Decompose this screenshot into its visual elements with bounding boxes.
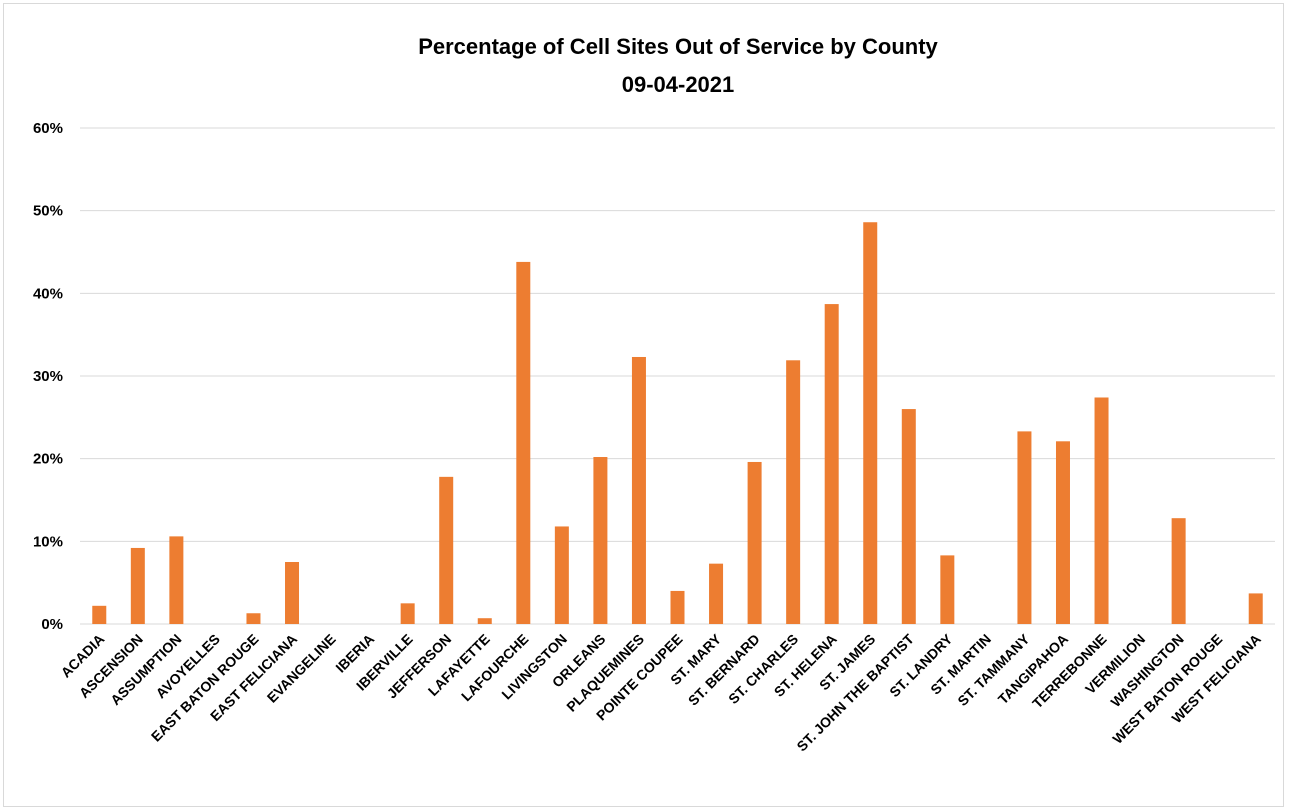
bar — [824, 304, 839, 624]
y-axis-ticks: 0% 10% 20% 30% 40% 50% 60% — [33, 120, 63, 633]
bar — [477, 618, 492, 624]
chart-subtitle: 09-04-2021 — [622, 72, 735, 97]
bar — [670, 590, 685, 624]
bar — [169, 536, 184, 624]
bar — [554, 526, 569, 624]
bar — [786, 360, 801, 624]
chart-title: Percentage of Cell Sites Out of Service … — [418, 34, 938, 59]
bar — [516, 261, 531, 624]
y-tick-label: 10% — [33, 533, 63, 550]
bar — [593, 457, 608, 624]
bar — [1248, 593, 1263, 624]
bar — [246, 613, 261, 624]
y-tick-label: 60% — [33, 120, 63, 137]
bar — [747, 461, 762, 624]
bar — [439, 476, 454, 624]
x-tick-label: LAFOURCHE — [458, 631, 531, 704]
bar — [1094, 397, 1109, 624]
y-tick-label: 40% — [33, 285, 63, 302]
bar — [1171, 518, 1186, 624]
bar — [285, 562, 300, 624]
bar — [130, 547, 145, 624]
bar — [1055, 441, 1070, 624]
bar — [709, 563, 724, 624]
bar — [92, 605, 107, 624]
y-tick-label: 50% — [33, 203, 63, 220]
bar — [901, 409, 916, 624]
x-tick-label: EVANGELINE — [264, 631, 339, 706]
y-tick-label: 0% — [41, 616, 63, 633]
bar — [1017, 431, 1032, 624]
y-tick-label: 30% — [33, 368, 63, 385]
y-tick-label: 20% — [33, 451, 63, 468]
bar — [631, 356, 646, 624]
bar — [940, 555, 955, 624]
bar — [863, 222, 878, 625]
gridlines — [80, 127, 1275, 625]
bar — [400, 603, 415, 624]
bars — [92, 222, 1263, 625]
